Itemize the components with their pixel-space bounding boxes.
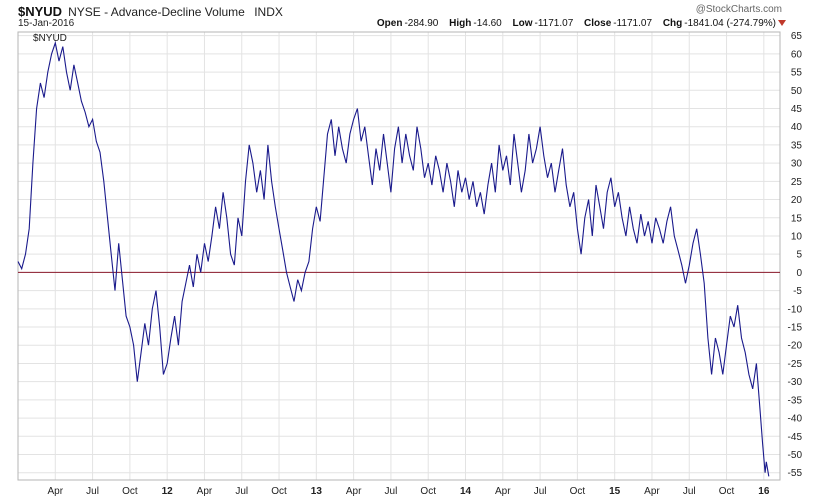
close-value: -1171.07 bbox=[613, 18, 653, 29]
y-tick-label: -30 bbox=[788, 377, 803, 388]
y-tick-label: 45 bbox=[791, 104, 803, 115]
description-label: NYSE - Advance-Decline Volume bbox=[68, 5, 245, 19]
y-tick-label: -10 bbox=[788, 304, 803, 315]
open-label: Open bbox=[376, 18, 403, 29]
y-tick-label: 0 bbox=[796, 268, 802, 279]
x-tick-label: Apr bbox=[346, 486, 362, 497]
inset-symbol-label: $NYUD bbox=[33, 33, 67, 44]
y-tick-label: 35 bbox=[791, 140, 803, 151]
y-tick-label: -35 bbox=[788, 395, 803, 406]
x-tick-label: Apr bbox=[644, 486, 660, 497]
x-tick-label: Oct bbox=[420, 486, 436, 497]
y-tick-label: -25 bbox=[788, 359, 803, 370]
x-tick-label: Apr bbox=[495, 486, 511, 497]
plot-frame bbox=[17, 31, 781, 481]
y-tick-label: 20 bbox=[791, 195, 803, 206]
x-axis: Apr Jul Oct 12 Apr Jul Oct 13 Apr Jul Oct 14 Apr Jul O… bbox=[48, 486, 770, 497]
y-tick-label: 55 bbox=[791, 68, 803, 79]
y-tick-label: 5 bbox=[796, 250, 802, 261]
y-tick-label: 25 bbox=[791, 177, 803, 188]
y-tick-label: -40 bbox=[788, 414, 803, 425]
high-value: -14.60 bbox=[473, 18, 502, 29]
x-tick-label: Oct bbox=[719, 486, 735, 497]
x-tick-label: 12 bbox=[162, 486, 174, 497]
x-tick-label: Jul bbox=[86, 486, 99, 497]
y-tick-label: -50 bbox=[788, 450, 803, 461]
x-tick-label: Jul bbox=[385, 486, 398, 497]
y-tick-label: -20 bbox=[788, 341, 803, 352]
chart-title-line: $NYUD NYSE - Advance-Decline Volume INDX bbox=[18, 4, 283, 19]
down-arrow-icon bbox=[778, 20, 786, 27]
exchange-label: INDX bbox=[254, 5, 283, 19]
y-tick-label: 40 bbox=[791, 122, 803, 133]
x-tick-label: Jul bbox=[235, 486, 248, 497]
y-tick-label: 50 bbox=[791, 86, 803, 97]
close-label: Close bbox=[584, 18, 612, 29]
y-tick-label: 30 bbox=[791, 159, 803, 170]
symbol-label: $NYUD bbox=[18, 4, 63, 19]
chg-label: Chg bbox=[662, 18, 683, 29]
y-axis: 65605550454035302520151050-5-10-15-20-25… bbox=[788, 31, 803, 479]
x-tick-label: Apr bbox=[197, 486, 213, 497]
y-tick-label: -55 bbox=[788, 468, 803, 479]
low-label: Low bbox=[512, 18, 533, 29]
y-tick-label: -15 bbox=[788, 323, 803, 334]
chart-header: $NYUD NYSE - Advance-Decline Volume INDX … bbox=[0, 0, 820, 32]
y-tick-label: -45 bbox=[788, 432, 803, 443]
x-tick-label: Oct bbox=[570, 486, 586, 497]
x-tick-label: 15 bbox=[609, 486, 621, 497]
brand-label: @StockCharts.com bbox=[695, 4, 782, 15]
y-tick-label: 15 bbox=[791, 213, 803, 224]
series-line bbox=[17, 40, 770, 477]
x-tick-label: Apr bbox=[48, 486, 64, 497]
date-label: 15-Jan-2016 bbox=[18, 18, 75, 29]
open-value: -284.90 bbox=[404, 18, 439, 29]
x-tick-label: Oct bbox=[122, 486, 138, 497]
x-tick-label: 13 bbox=[311, 486, 323, 497]
x-tick-label: Jul bbox=[683, 486, 696, 497]
y-tick-label: 65 bbox=[791, 31, 803, 42]
x-tick-label: 16 bbox=[758, 486, 770, 497]
y-tick-label: 60 bbox=[791, 49, 803, 60]
x-tick-label: 14 bbox=[460, 486, 472, 497]
x-tick-label: Jul bbox=[534, 486, 547, 497]
quote-summary: Open -284.90 High -14.60 Low -1171.07 Close… bbox=[369, 18, 786, 29]
low-value: -1171.07 bbox=[534, 18, 574, 29]
x-tick-label: Oct bbox=[271, 486, 287, 497]
y-tick-label: 10 bbox=[791, 231, 803, 242]
chg-value: -1841.04 (-274.79%) bbox=[684, 18, 776, 29]
high-label: High bbox=[449, 18, 472, 29]
y-tick-label: -5 bbox=[793, 286, 802, 297]
grid bbox=[18, 32, 780, 480]
